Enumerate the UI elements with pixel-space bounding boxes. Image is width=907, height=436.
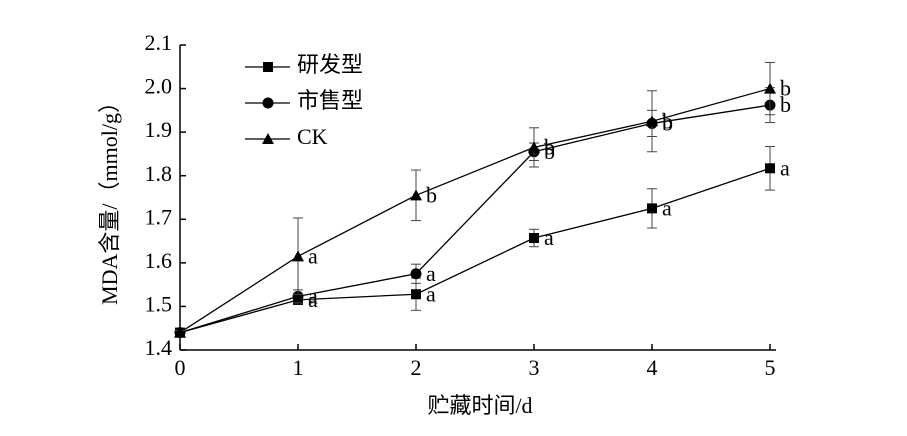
significance-letter: a (780, 155, 790, 180)
marker (647, 203, 657, 214)
significance-letter: a (544, 225, 554, 250)
series-line (179, 104, 771, 334)
significance-letter: a (308, 283, 318, 308)
y-tick-label: 1.9 (145, 117, 173, 142)
x-axis-label: 贮藏时间/d (427, 393, 532, 418)
marker (646, 115, 658, 127)
marker (410, 189, 422, 201)
series-line (179, 87, 771, 334)
marker (410, 268, 422, 280)
significance-letter: b (544, 139, 555, 164)
y-tick-label: 2.1 (145, 30, 173, 55)
x-tick-label: 3 (529, 355, 540, 380)
marker (262, 97, 274, 109)
x-tick-label: 0 (175, 355, 186, 380)
significance-letter: a (308, 287, 318, 312)
significance-letter: a (426, 281, 436, 306)
x-tick-label: 5 (765, 355, 776, 380)
y-axis-label: MDA含量/（mmol/g） (97, 91, 122, 305)
x-tick-label: 1 (293, 355, 304, 380)
significance-letter: b (426, 182, 437, 207)
marker (263, 62, 273, 72)
y-tick-label: 1.7 (145, 204, 173, 229)
significance-letter: b (662, 110, 673, 135)
y-tick-label: 1.5 (145, 291, 173, 316)
y-tick-label: 2.0 (145, 74, 173, 99)
significance-letter: b (662, 108, 673, 133)
legend-label: 研发型 (297, 52, 363, 77)
y-tick-label: 1.8 (145, 161, 173, 186)
marker (262, 133, 274, 144)
significance-letter: a (662, 195, 672, 220)
marker (765, 163, 775, 174)
marker (764, 82, 776, 94)
marker (528, 141, 540, 153)
legend-label: CK (297, 124, 328, 149)
significance-letter: b (780, 92, 791, 117)
x-tick-label: 4 (647, 355, 658, 380)
marker (529, 233, 539, 244)
legend-label: 市售型 (297, 88, 363, 113)
significance-letter: b (780, 76, 791, 101)
significance-letter: a (308, 243, 318, 268)
x-tick-label: 2 (411, 355, 422, 380)
marker (292, 290, 304, 302)
marker (292, 250, 304, 262)
series-line (179, 167, 771, 334)
y-tick-label: 1.6 (145, 248, 173, 273)
marker (411, 289, 421, 300)
significance-letter: a (426, 261, 436, 286)
y-tick-label: 1.4 (145, 335, 173, 360)
significance-letter: b (544, 134, 555, 159)
marker (174, 326, 186, 338)
